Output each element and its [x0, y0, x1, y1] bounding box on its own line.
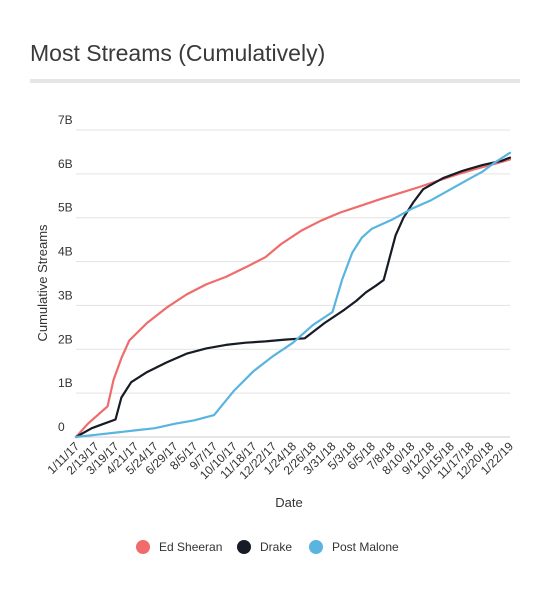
title-divider [30, 79, 520, 83]
legend-marker-post-malone [309, 540, 323, 554]
y-tick-label: 7B [58, 113, 73, 127]
legend-label-drake: Drake [260, 540, 292, 554]
series-line-drake [74, 156, 512, 439]
series-lines [74, 151, 512, 439]
y-tick-label: 6B [58, 157, 73, 171]
gridlines [76, 129, 510, 438]
y-axis-label: Cumulative Streams [35, 224, 50, 342]
chart-title: Most Streams (Cumulatively) [30, 40, 326, 66]
series-line-ed-sheeran [74, 158, 512, 439]
legend-label-post-malone: Post Malone [332, 540, 399, 554]
series-line-post-malone [74, 151, 512, 439]
x-axis-label: Date [275, 495, 302, 510]
y-tick-label: 5B [58, 201, 73, 215]
x-axis-ticks: 1/11/172/13/173/19/174/21/175/24/176/29/… [45, 439, 517, 482]
y-axis-ticks: 0 1B 2B 3B 4B 5B 6B 7B [58, 113, 73, 434]
legend-marker-ed-sheeran [136, 540, 150, 554]
y-tick-label: 0 [58, 420, 65, 434]
y-tick-label: 2B [58, 332, 73, 346]
legend: Ed Sheeran Drake Post Malone [136, 540, 399, 554]
y-tick-label: 4B [58, 245, 73, 259]
y-tick-label: 1B [58, 376, 73, 390]
legend-label-ed-sheeran: Ed Sheeran [159, 540, 222, 554]
y-tick-label: 3B [58, 288, 73, 302]
legend-marker-drake [237, 540, 251, 554]
